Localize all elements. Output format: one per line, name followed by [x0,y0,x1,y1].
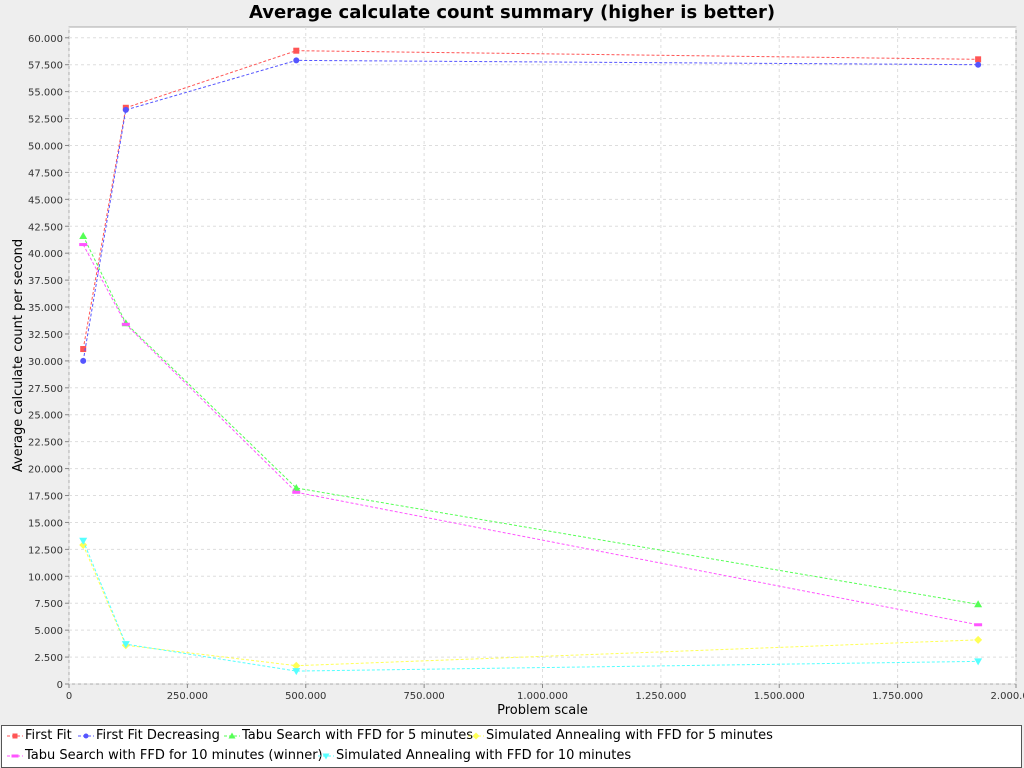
y-tick-label: 10.000 [28,572,63,583]
data-point [79,243,88,247]
series-line [82,235,979,605]
series-line [82,540,979,672]
data-point [293,47,300,54]
y-tick-label: 30.000 [28,357,63,368]
data-point [974,623,983,627]
y-tick-label: 0 [57,680,63,691]
series-line [82,244,979,626]
legend-marker [83,733,89,739]
y-tick-label: 2.500 [34,653,63,664]
data-point [292,483,301,491]
legend-marker [322,753,330,760]
legend-marker [12,733,18,739]
grid-lines [68,27,1017,685]
data-point [974,635,983,644]
legend-swatch [7,733,23,739]
series-line [82,544,979,667]
x-tick-label: 1.750.000 [872,691,923,702]
y-tick-label: 12.500 [28,545,63,556]
x-tick-label: 2.000.000 [991,691,1024,702]
y-tick-label: 5.000 [34,626,63,637]
data-point [80,357,87,364]
axes: 0 2.500 5.000 7.500 10.000 12.500 15.000 17.500… [28,34,1024,702]
y-tick-label: 22.500 [28,438,63,449]
data-point [122,106,129,113]
x-tick-label: 1.000.000 [517,691,568,702]
data-point [121,322,130,326]
legend-label: Simulated Annealing with FFD for 5 minut… [486,728,773,743]
legend-label: First Fit [25,728,72,743]
y-tick-label: 25.000 [28,411,63,422]
legend-label: Tabu Search with FFD for 5 minutes [242,728,474,743]
legend-label: Tabu Search with FFD for 10 minutes (win… [25,748,323,763]
y-tick-label: 7.500 [34,599,63,610]
data-point [975,56,982,63]
series-line [82,59,979,361]
chart-canvas: 0 2.500 5.000 7.500 10.000 12.500 15.000 17.500… [11,26,1024,718]
legend-marker [11,754,19,758]
data-point [974,658,983,666]
x-tick-label: 1.500.000 [754,691,805,702]
y-tick-label: 35.000 [28,303,63,314]
y-tick-label: 27.500 [28,384,63,395]
y-tick-label: 47.500 [28,168,63,179]
x-tick-label: 0 [66,691,72,702]
legend-swatch [7,754,23,758]
data-point [292,661,301,670]
data-point [79,537,88,545]
legend-swatch [468,732,484,740]
y-tick-label: 52.500 [28,115,63,126]
series-1 [80,57,982,364]
y-tick-label: 17.500 [28,492,63,503]
series-line [82,50,979,350]
data-point [293,57,300,64]
legend-swatch [78,733,94,739]
data-point [292,668,301,676]
y-tick-label: 42.500 [28,222,63,233]
y-tick-label: 50.000 [28,141,63,152]
y-tick-label: 20.000 [28,465,63,476]
legend-label: First Fit Decreasing [96,728,220,743]
y-tick-label: 45.000 [28,195,63,206]
data-point [79,541,88,550]
y-axis-label: Average calculate count per second [11,239,26,472]
x-tick-label: 1.250.000 [635,691,686,702]
x-tick-label: 500.000 [285,691,326,702]
y-tick-label: 15.000 [28,518,63,529]
data-point [80,346,87,353]
legend-label: Simulated Annealing with FFD for 10 minu… [336,748,632,763]
series-lines [79,47,983,676]
legend-swatch [224,732,240,739]
legend-marker [472,732,480,740]
y-tick-label: 37.500 [28,276,63,287]
legend: First Fit First Fit Decreasing Tabu Search… [1,725,1022,768]
y-tick-label: 55.000 [28,88,63,99]
series-4 [79,243,983,627]
y-tick-label: 40.000 [28,249,63,260]
legend-marker [228,732,236,739]
series-5 [79,537,983,676]
chart-title: Average calculate count summary (higher … [248,2,776,23]
data-point [79,231,88,239]
legend-swatch [318,753,334,760]
data-point [974,600,983,608]
x-tick-label: 250.000 [167,691,208,702]
data-point [292,490,301,494]
y-tick-label: 32.500 [28,330,63,341]
y-tick-label: 57.500 [28,61,63,72]
data-point [121,641,130,649]
x-tick-label: 750.000 [403,691,444,702]
x-axis-label: Problem scale [497,703,588,718]
data-point [975,61,982,68]
y-tick-label: 60.000 [28,34,63,45]
